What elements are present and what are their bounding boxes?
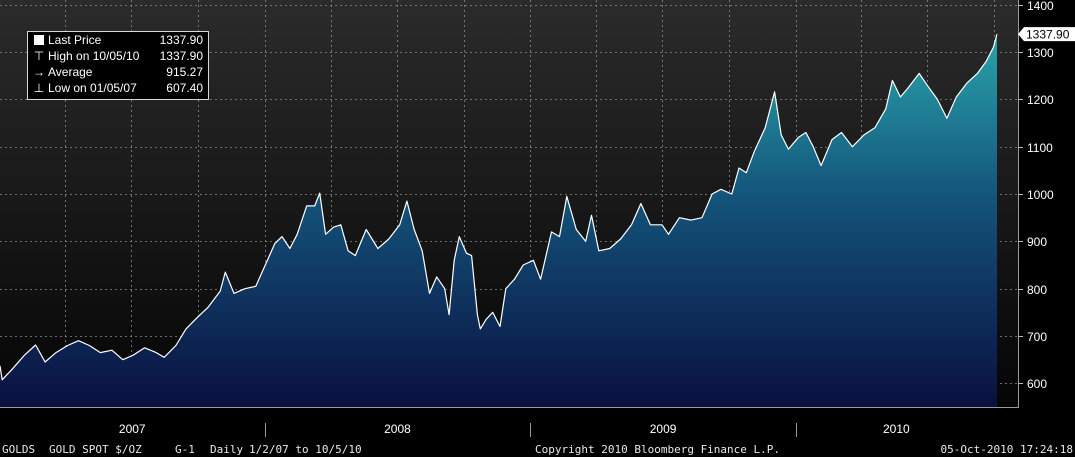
footer-periodicity: Daily xyxy=(210,443,244,456)
legend-row-last-price: Last Price 1337.90 xyxy=(28,32,208,48)
square-icon xyxy=(33,32,45,49)
legend-row-high: ⊤ High on 10/05/10 1337.90 xyxy=(28,48,208,64)
legend: Last Price 1337.90 ⊤ High on 10/05/10 13… xyxy=(27,31,209,100)
y-tick-label: 600 xyxy=(1027,377,1047,391)
x-axis: 2007 2008 2009 2010 xyxy=(119,422,910,437)
legend-label: Low on 01/05/07 xyxy=(48,81,137,95)
y-tick-label: 1300 xyxy=(1027,46,1054,60)
last-price-marker: 1337.90 xyxy=(1018,27,1075,42)
legend-label: Last Price xyxy=(48,33,102,47)
legend-row-low: ⊥ Low on 01/05/07 607.40 xyxy=(28,80,208,96)
y-tick-label: 1200 xyxy=(1027,93,1054,107)
legend-label: Average xyxy=(48,65,93,79)
y-tick-label: 1000 xyxy=(1027,188,1054,202)
price-line xyxy=(0,33,998,381)
legend-label: High on 10/05/10 xyxy=(48,49,140,63)
footer-ticker: GOLDS xyxy=(2,443,36,456)
high-marker-icon: ⊤ xyxy=(33,49,45,63)
y-tick-label: 1400 xyxy=(1027,0,1054,13)
footer-bar: GOLDS GOLD SPOT $/OZ G-1 Daily 1/2/07 to… xyxy=(0,441,1075,457)
y-tick-label: 900 xyxy=(1027,235,1047,249)
last-price-label: 1337.90 xyxy=(1026,28,1070,42)
legend-value: 915.27 xyxy=(166,65,203,79)
x-tick-label: 2008 xyxy=(384,422,411,436)
last-price-tag xyxy=(1018,27,1075,42)
price-area xyxy=(0,34,997,407)
legend-value: 607.40 xyxy=(166,81,203,95)
legend-value: 1337.90 xyxy=(159,49,203,63)
x-tick-label: 2009 xyxy=(650,422,677,436)
footer-security: GOLD SPOT $/OZ xyxy=(49,443,142,456)
low-marker-icon: ⊥ xyxy=(33,81,45,95)
x-axis-band xyxy=(0,407,1018,441)
y-axis: 600 700 800 900 1000 1100 1200 1300 1400 xyxy=(1018,0,1054,391)
x-tick-label: 2010 xyxy=(883,422,910,436)
y-tick-label: 700 xyxy=(1027,330,1047,344)
legend-value: 1337.90 xyxy=(159,33,203,47)
footer-copyright: Copyright 2010 Bloomberg Finance L.P. xyxy=(535,443,781,456)
y-tick-label: 1100 xyxy=(1027,141,1053,155)
footer-graph-id: G-1 xyxy=(175,443,195,456)
y-tick-label: 800 xyxy=(1027,283,1047,297)
footer-range: 1/2/07 to 10/5/10 xyxy=(249,443,362,456)
legend-row-average: → Average 915.27 xyxy=(28,64,208,80)
footer-timestamp: 05-Oct-2010 17:24:18 xyxy=(940,443,1073,456)
x-tick-label: 2007 xyxy=(119,422,146,436)
average-marker-icon: → xyxy=(33,65,45,79)
